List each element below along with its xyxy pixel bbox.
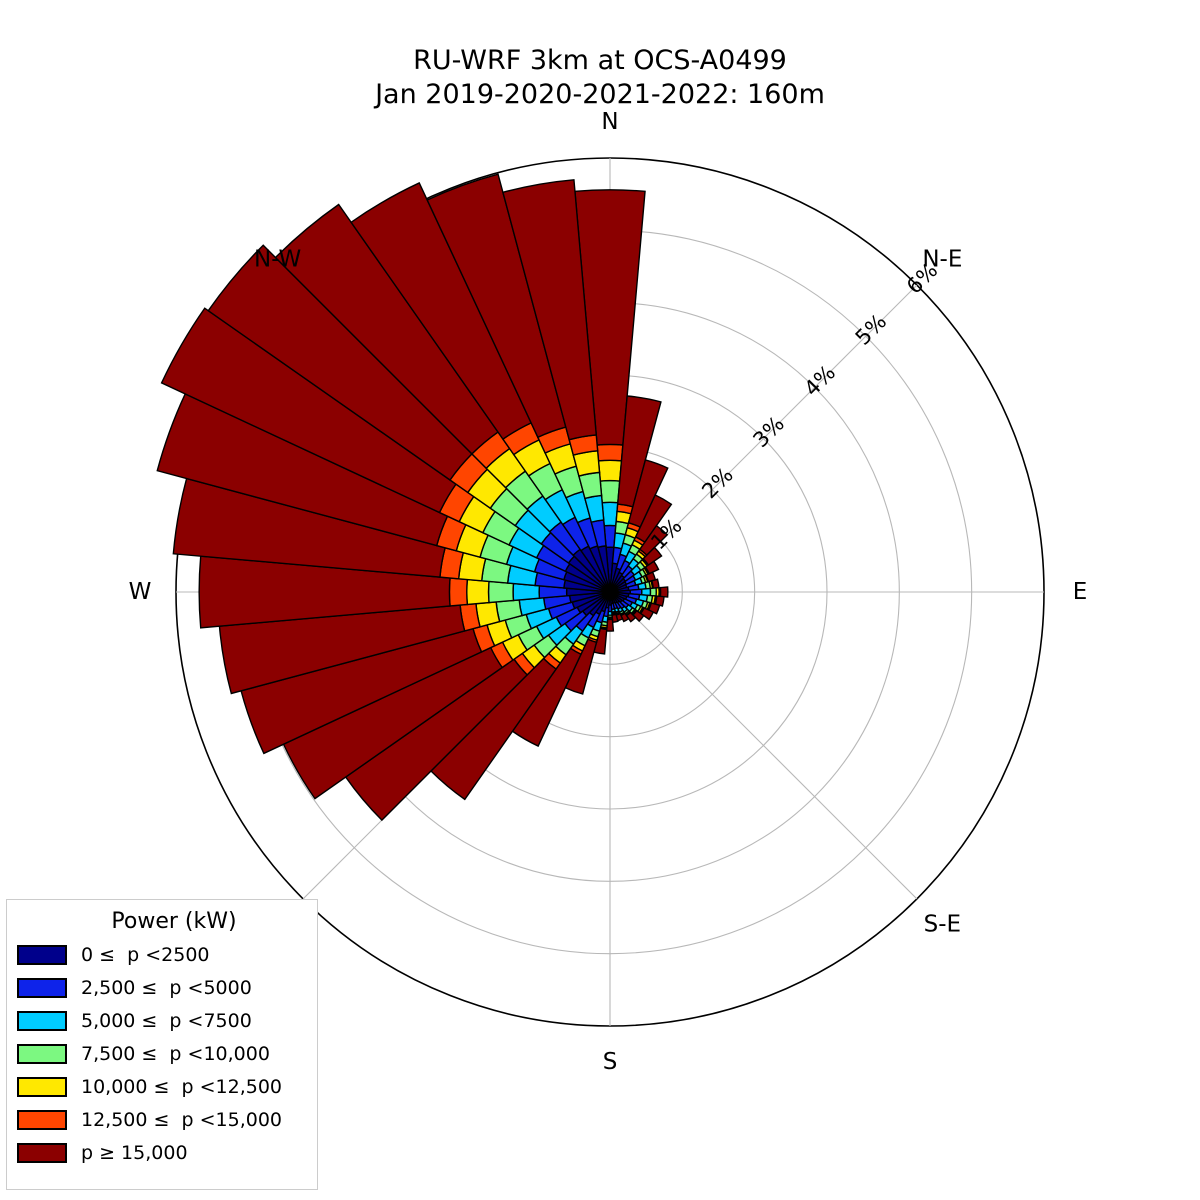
radial-tick-labels: 1%2%3%4%5%6% — [646, 258, 942, 554]
windrose-segment — [627, 459, 669, 529]
legend-entry[interactable]: 0 ≤ p <2500 — [17, 938, 317, 971]
compass-label-ne: N-E — [922, 247, 962, 273]
legend-swatch — [17, 1109, 67, 1130]
radial-tick-label: 2% — [697, 463, 738, 504]
windrose-segment — [448, 577, 469, 607]
legend-entry[interactable]: 7,500 ≤ p <10,000 — [17, 1037, 317, 1070]
windrose-bars — [156, 173, 673, 822]
compass-label-w: W — [129, 579, 152, 605]
windrose-segment — [616, 395, 662, 508]
windrose-segment — [426, 173, 567, 439]
windrose-segment — [574, 189, 646, 446]
legend-label: 5,000 ≤ p <7500 — [81, 1009, 252, 1032]
compass-label-s: S — [603, 1049, 618, 1075]
windrose-segment — [625, 611, 637, 623]
compass-labels: NN-EES-ESS-WWN-W — [129, 109, 1088, 1075]
legend-entry[interactable]: 5,000 ≤ p <7500 — [17, 1004, 317, 1037]
windrose-segment — [634, 494, 673, 544]
legend-title: Power (kW) — [111, 909, 237, 934]
legend-panel: Power (kW) 0 ≤ p <2500 2,500 ≤ p <5000 5,0… — [6, 899, 318, 1190]
windrose-segment — [274, 203, 499, 455]
windrose-segment — [596, 443, 624, 462]
windrose-segment — [644, 560, 660, 575]
legend-entry[interactable]: p ≥ 15,000 — [17, 1136, 317, 1169]
radial-tick-label: 5% — [851, 309, 892, 350]
windrose-segment — [639, 606, 655, 621]
radial-tick-label: 4% — [800, 360, 841, 401]
legend-label: 10,000 ≤ p <12,500 — [81, 1075, 283, 1098]
chart-title: RU-WRF 3km at OCS-A0499 Jan 2019-2020-20… — [375, 45, 825, 110]
compass-label-se: S-E — [924, 911, 961, 937]
legend-swatch — [17, 1010, 67, 1031]
legend-entry[interactable]: 12,500 ≤ p <15,000 — [17, 1103, 317, 1136]
polar-spoke-135 — [609, 591, 918, 900]
windrose-segment — [649, 587, 657, 597]
windrose-segment — [502, 179, 598, 441]
windrose-segment — [638, 524, 669, 557]
windrose-segment — [632, 609, 645, 623]
windrose-segment — [350, 181, 533, 441]
legend-entry[interactable]: 2,500 ≤ p <5000 — [17, 971, 317, 1004]
windrose-segment — [654, 595, 665, 607]
windrose-segment — [207, 244, 473, 481]
windrose-segment — [642, 546, 663, 567]
legend-label: 0 ≤ p <2500 — [81, 943, 210, 966]
legend-entry-list: 0 ≤ p <2500 2,500 ≤ p <5000 5,000 ≤ p <750… — [7, 934, 317, 1169]
legend-label: 12,500 ≤ p <15,000 — [81, 1108, 283, 1131]
compass-label-nw: N-W — [254, 247, 301, 273]
windrose-segment — [597, 459, 623, 482]
legend-entry[interactable]: 10,000 ≤ p <12,500 — [17, 1070, 317, 1103]
windrose-segment — [659, 586, 669, 598]
legend-label: 2,500 ≤ p <5000 — [81, 976, 252, 999]
windrose-segment — [160, 307, 457, 514]
legend-swatch — [17, 977, 67, 998]
compass-label-n: N — [601, 109, 618, 135]
legend-swatch — [17, 1043, 67, 1064]
windrose-segment — [487, 580, 515, 604]
windrose-segment — [466, 578, 490, 606]
legend-swatch — [17, 1142, 67, 1163]
legend-label: 7,500 ≤ p <10,000 — [81, 1042, 270, 1065]
windrose-segment — [651, 578, 660, 589]
legend-label: p ≥ 15,000 — [81, 1141, 188, 1164]
legend-swatch — [17, 1076, 67, 1097]
windrose-segment — [599, 479, 621, 504]
legend-swatch — [17, 944, 67, 965]
compass-label-e: E — [1073, 579, 1088, 605]
radial-tick-label: 3% — [748, 412, 789, 453]
